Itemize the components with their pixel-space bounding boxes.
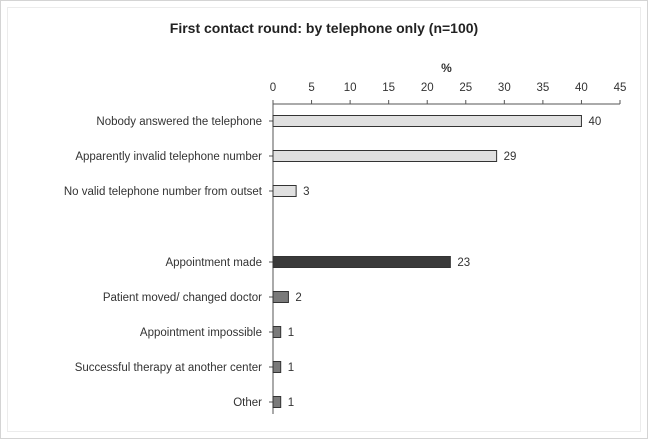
- data-label: 2: [295, 292, 301, 304]
- data-label: 3: [303, 186, 309, 198]
- data-label: 29: [504, 151, 517, 163]
- bar: [272, 291, 289, 303]
- bar: [272, 326, 282, 338]
- x-axis-unit-label: %: [441, 61, 452, 75]
- x-tick-label: 45: [614, 82, 627, 94]
- data-label: 1: [288, 327, 294, 339]
- bar: [272, 396, 282, 408]
- data-label: 23: [457, 257, 470, 269]
- category-label: Successful therapy at another center: [75, 362, 262, 374]
- x-tick-label: 25: [459, 82, 472, 94]
- bar: [272, 256, 451, 268]
- category-label: Patient moved/ changed doctor: [103, 292, 262, 304]
- x-tick-label: 40: [575, 82, 588, 94]
- x-tick-label: 15: [382, 82, 395, 94]
- category-label: Other: [233, 397, 262, 409]
- x-tick-label: 10: [344, 82, 357, 94]
- x-tick-label: 30: [498, 82, 511, 94]
- category-label: Nobody answered the telephone: [96, 116, 262, 128]
- x-tick-label: 35: [536, 82, 549, 94]
- data-label: 40: [588, 116, 601, 128]
- bar: [272, 150, 498, 162]
- x-tick-label: 5: [308, 82, 314, 94]
- bar: [272, 361, 282, 373]
- category-label: Apparently invalid telephone number: [75, 151, 262, 163]
- category-label: Appointment impossible: [140, 327, 262, 339]
- bar: [272, 115, 582, 127]
- category-label: Appointment made: [165, 257, 262, 269]
- bar: [272, 185, 297, 197]
- chart-title: First contact round: by telephone only (…: [169, 20, 479, 36]
- category-label: No valid telephone number from outset: [64, 186, 263, 198]
- chart-panel: [7, 7, 641, 432]
- x-tick-label: 20: [421, 82, 434, 94]
- data-label: 1: [288, 362, 294, 374]
- x-tick-label: 0: [270, 82, 276, 94]
- data-label: 1: [288, 397, 294, 409]
